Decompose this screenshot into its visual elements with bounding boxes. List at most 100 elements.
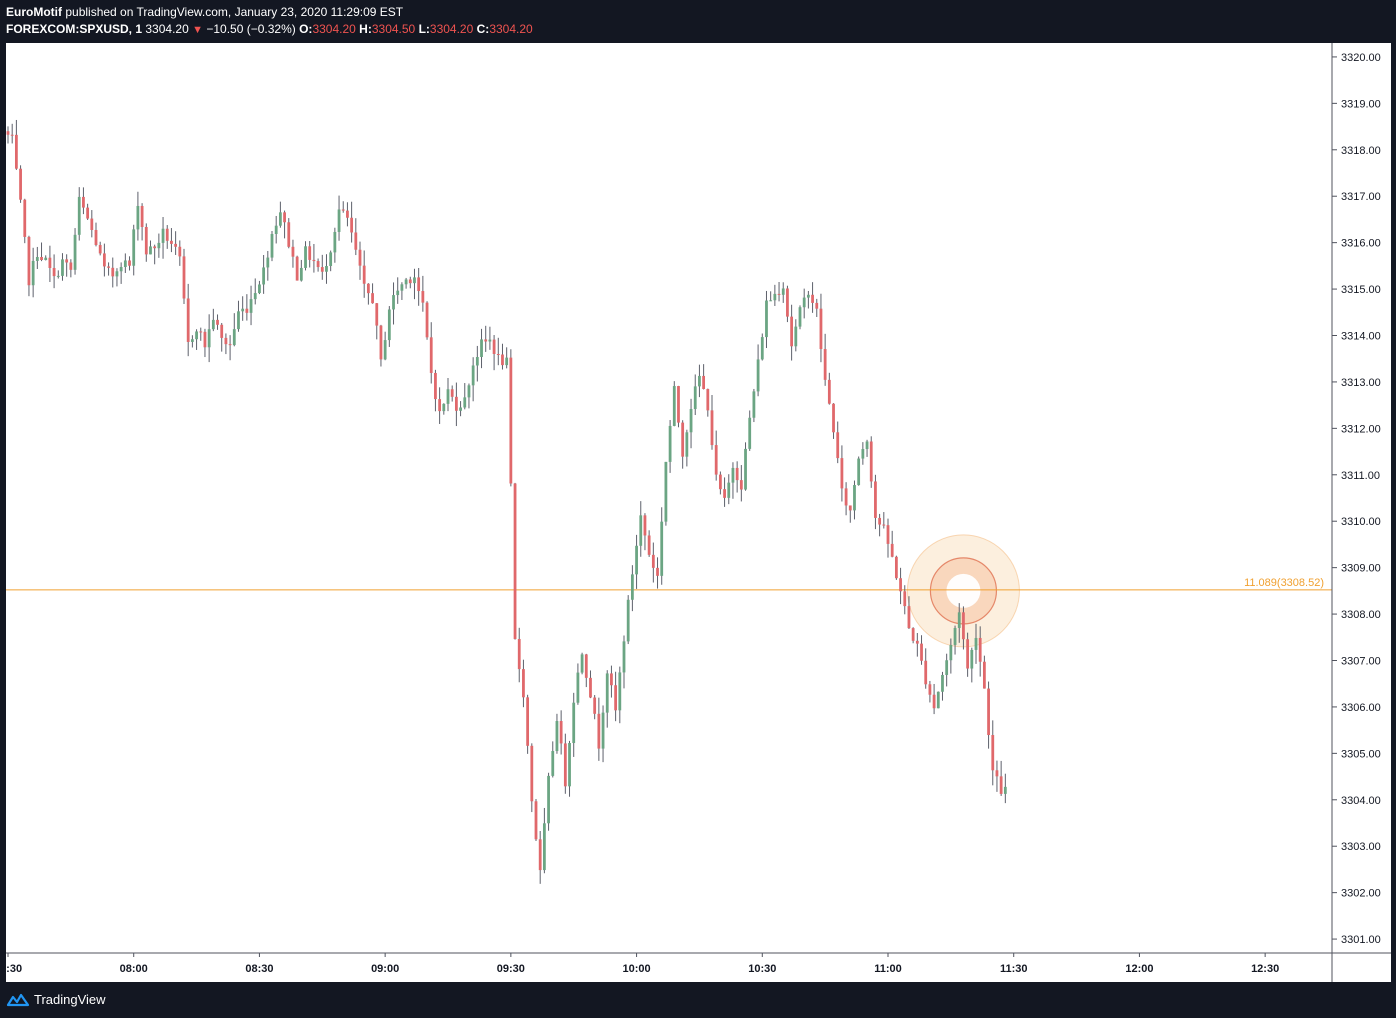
candle-down: [903, 591, 907, 607]
candle-down: [735, 467, 739, 481]
candle-down: [111, 267, 115, 277]
candle-up: [618, 672, 622, 711]
y-tick-label: 3309.00: [1341, 563, 1381, 575]
tradingview-cloud-icon: [6, 993, 30, 1007]
candle-down: [714, 445, 718, 475]
candle-down: [291, 246, 295, 257]
y-tick-label: 3308.00: [1341, 609, 1381, 621]
horizontal-line-label: 11.089(3308.52): [1244, 577, 1324, 589]
candle-up: [635, 545, 638, 575]
candle-down: [320, 267, 324, 272]
candle-up: [626, 599, 630, 642]
candle-down: [23, 199, 27, 237]
time-axis[interactable]: 07:30 08:00 08:30 09:00 09:30 10:00 10:30 11:00…: [6, 953, 1279, 975]
candle-down: [421, 291, 425, 303]
high-value: 3304.50: [371, 22, 416, 36]
candle-down: [48, 257, 52, 268]
candle-down: [840, 458, 844, 489]
y-tick-label: 3315.00: [1341, 284, 1381, 296]
candle-up: [580, 654, 584, 673]
candle-down: [170, 240, 173, 244]
candle-down: [509, 357, 513, 484]
candle-up: [396, 290, 400, 296]
y-tick-label: 3314.00: [1341, 331, 1381, 343]
candle-up: [383, 340, 387, 360]
candles: [6, 119, 1007, 884]
tradingview-brand[interactable]: TradingView: [34, 992, 106, 1007]
candle-down: [52, 267, 56, 277]
candle-down: [27, 236, 31, 286]
candle-down: [886, 525, 890, 544]
author-name[interactable]: EuroMotif: [6, 5, 62, 19]
candle-up: [404, 279, 408, 285]
candle-down: [987, 688, 990, 736]
candle-down: [454, 396, 458, 411]
x-tick-label: 10:30: [748, 963, 776, 975]
y-tick-label: 3318.00: [1341, 145, 1381, 157]
candle-down: [995, 770, 999, 777]
candle-down: [999, 776, 1003, 794]
candle-down: [610, 673, 613, 686]
x-tick-label: 09:30: [497, 963, 525, 975]
candle-down: [932, 694, 936, 709]
candle-down: [94, 229, 98, 246]
y-tick-label: 3307.00: [1341, 656, 1381, 668]
candle-up: [551, 751, 555, 776]
candle-down: [907, 606, 911, 629]
highlight-circle: [906, 534, 1020, 648]
candle-up: [73, 234, 77, 270]
candle-up: [622, 641, 626, 673]
candle-down: [19, 168, 22, 200]
price-axis[interactable]: 3301.00 3302.00 3303.00 3304.00 3305.00 3306.…: [1332, 52, 1381, 946]
candle-up: [773, 293, 777, 301]
candle-up: [1003, 786, 1007, 794]
published-text: published on TradingView.com, January 23…: [65, 5, 404, 19]
candle-up: [157, 242, 161, 249]
chart-area[interactable]: 11.089(3308.52) 3301.00 3302.00 3303.00 330…: [6, 43, 1391, 982]
candle-up: [689, 409, 693, 433]
candle-down: [144, 226, 148, 255]
candle-down: [224, 337, 228, 345]
open-label: O:: [299, 22, 313, 36]
candle-down: [894, 556, 898, 579]
candle-up: [258, 284, 261, 294]
candle-down: [354, 232, 358, 250]
candle-down: [702, 375, 706, 390]
candle-down: [710, 410, 714, 446]
candle-down: [107, 266, 110, 268]
high-label: H:: [359, 22, 372, 36]
candlestick-chart[interactable]: 11.089(3308.52) 3301.003302.003303.00330…: [6, 43, 1391, 982]
candle-up: [149, 246, 152, 255]
candle-up: [568, 743, 571, 787]
y-tick-label: 3311.00: [1341, 470, 1380, 482]
candle-down: [346, 210, 349, 218]
candle-up: [601, 712, 605, 749]
candle-down: [924, 660, 928, 685]
candle-up: [241, 308, 245, 312]
candle-up: [304, 246, 307, 268]
candle-down: [832, 403, 835, 433]
candle-down: [526, 697, 530, 746]
candle-up: [195, 331, 198, 340]
candle-up: [136, 205, 140, 230]
candle-down: [869, 441, 873, 482]
candle-down: [706, 389, 710, 411]
x-tick-label: 11:30: [1000, 963, 1028, 975]
candle-down: [153, 246, 157, 249]
candle-up: [413, 277, 416, 284]
candle-down: [496, 353, 500, 355]
candle-up: [798, 307, 802, 327]
low-label: L:: [418, 22, 430, 36]
candle-down: [928, 684, 932, 695]
candle-up: [262, 267, 266, 285]
axes: [6, 43, 1391, 982]
y-tick-label: 3301.00: [1341, 934, 1381, 946]
candle-down: [6, 131, 10, 135]
horizontal-line[interactable]: 11.089(3308.52): [6, 577, 1332, 591]
y-tick-label: 3320.00: [1341, 52, 1381, 64]
candle-up: [949, 644, 953, 661]
symbol-name[interactable]: FOREXCOM:SPXUSD, 1: [6, 22, 143, 36]
candle-up: [325, 266, 328, 272]
candle-down: [434, 372, 437, 400]
candle-down: [484, 339, 488, 342]
